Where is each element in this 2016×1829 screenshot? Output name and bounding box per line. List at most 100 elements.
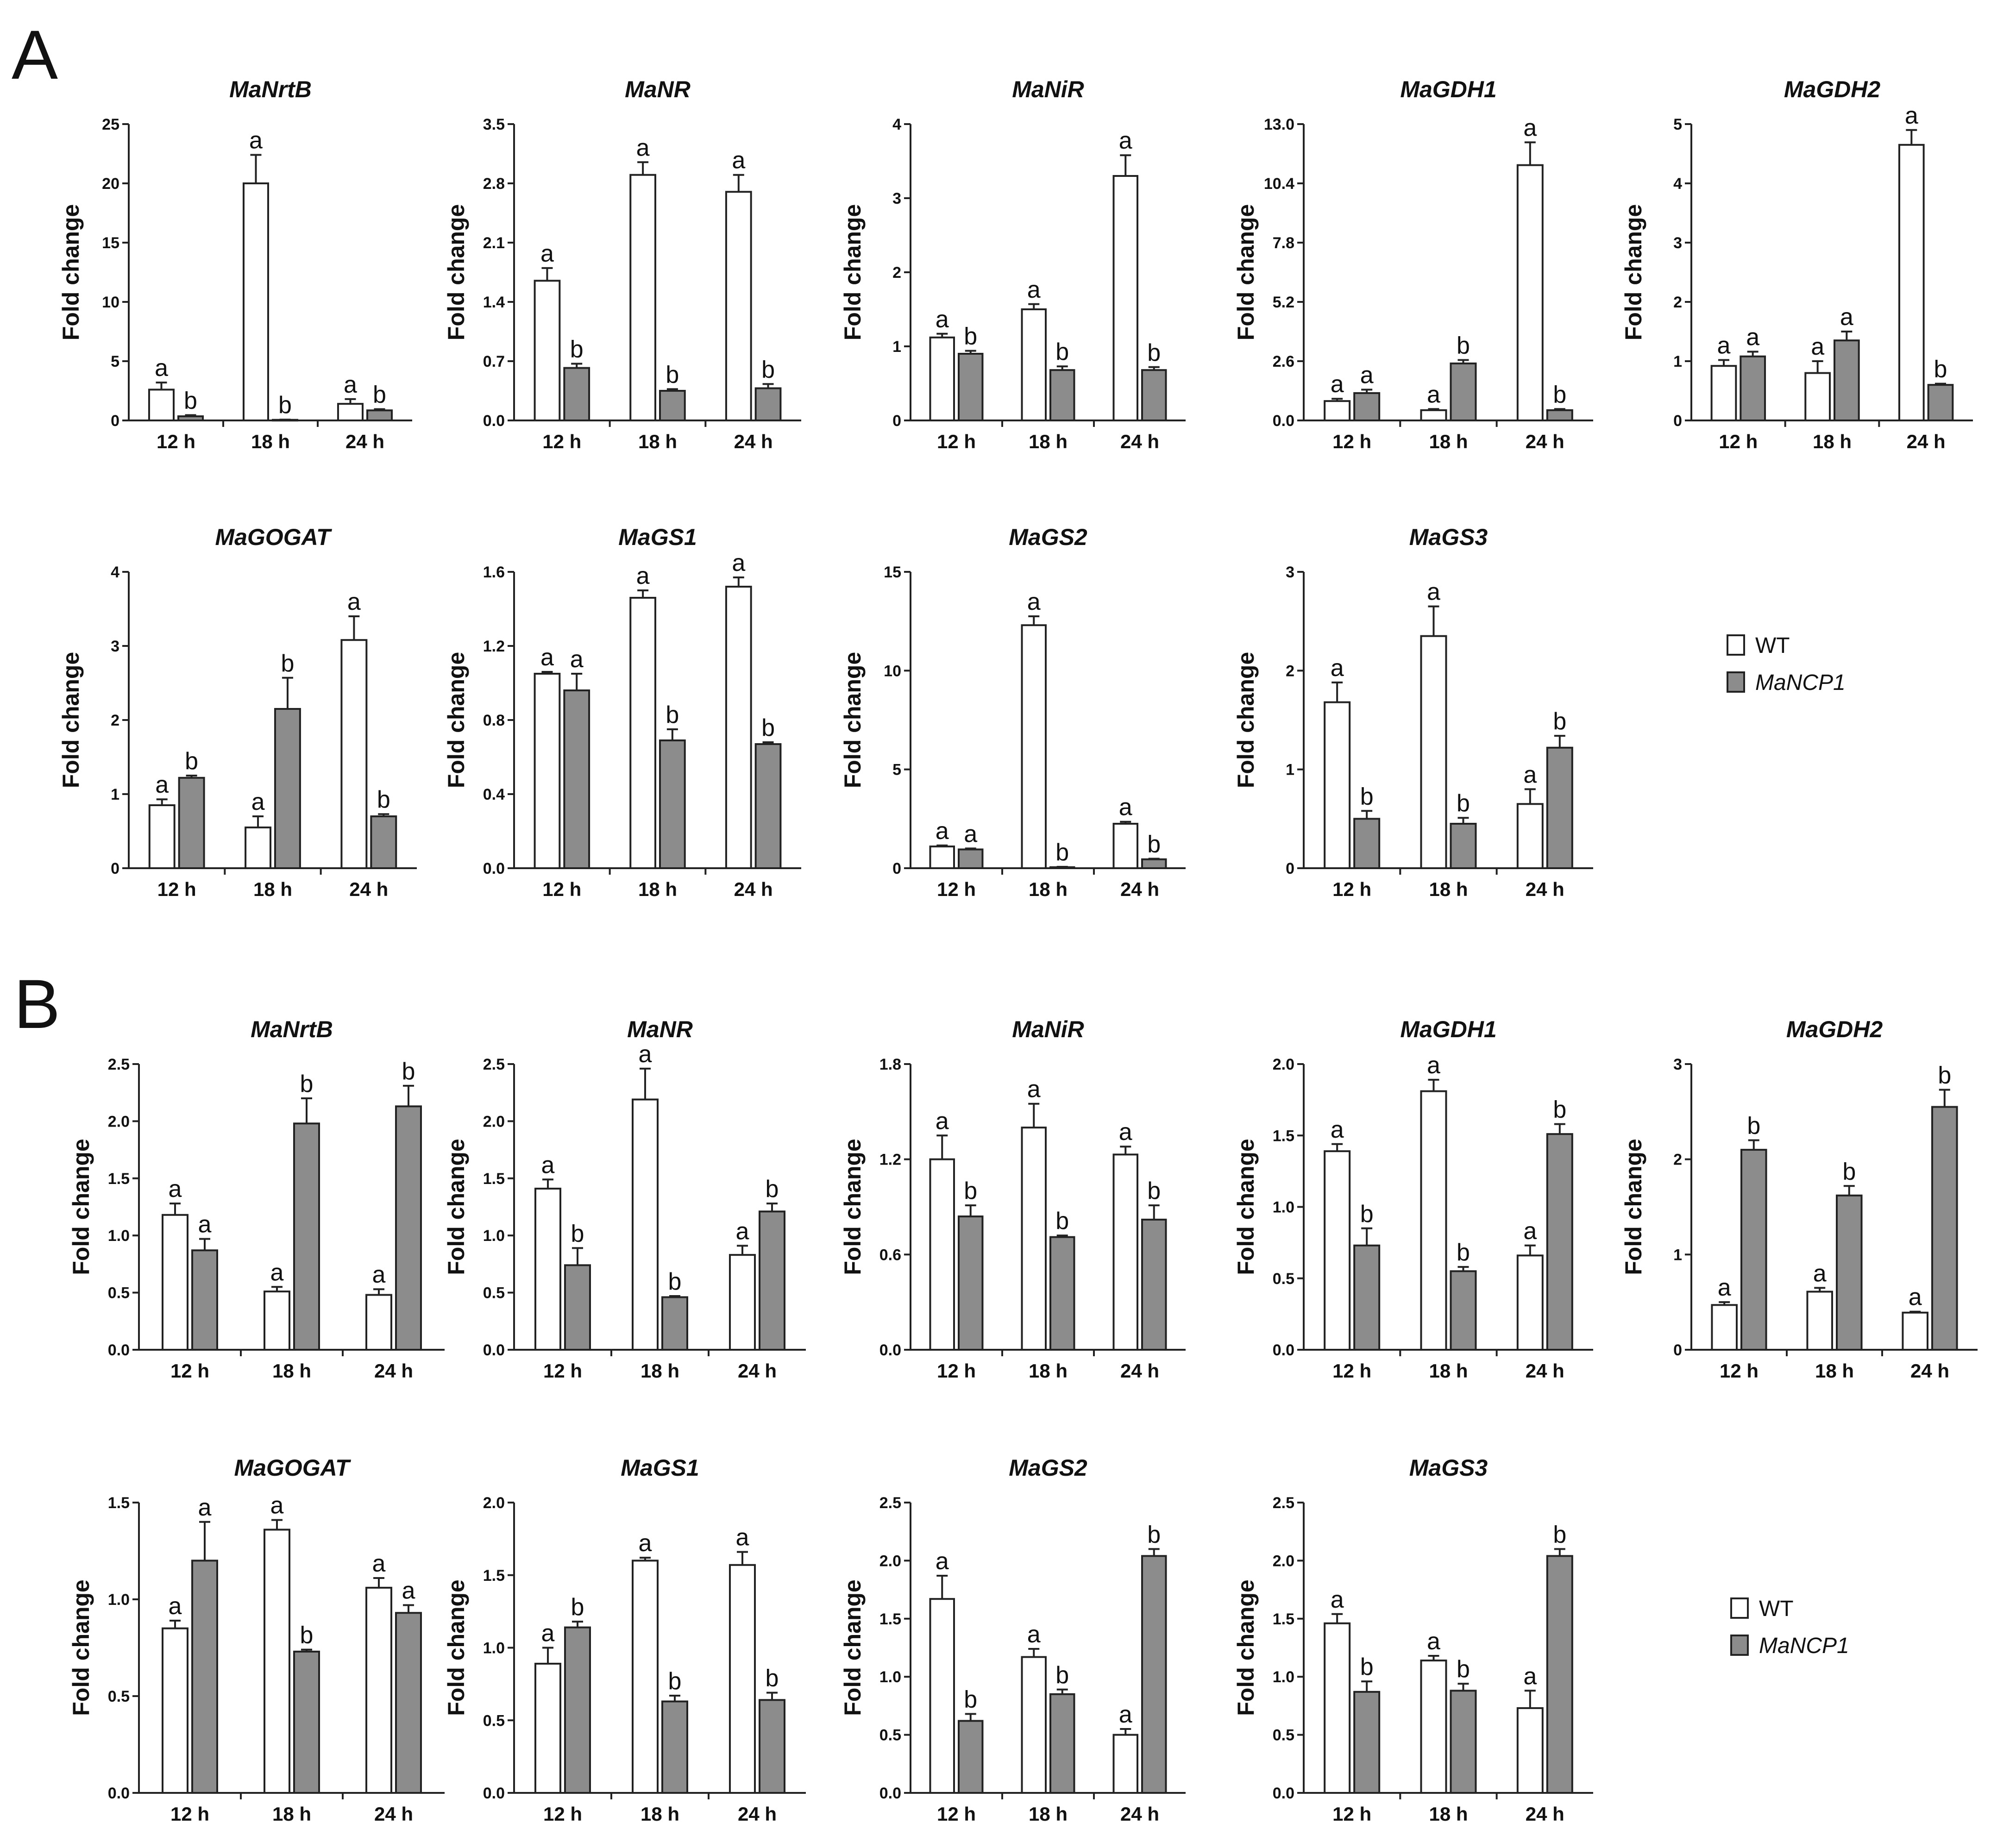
significance-letter: a xyxy=(1909,1284,1922,1311)
bar-mancp1 xyxy=(1141,1555,1167,1794)
significance-letter: a xyxy=(540,644,554,671)
chart-title: MaNiR xyxy=(1012,1016,1084,1042)
y-tick-label: 1.5 xyxy=(483,1170,505,1188)
significance-letter: a xyxy=(1427,1628,1440,1655)
significance-letter: a xyxy=(732,550,745,576)
significance-letter: b xyxy=(1147,1178,1161,1204)
legend-label-wt: WT xyxy=(1755,633,1790,658)
x-tick-label: 24 h xyxy=(738,1803,777,1825)
bar-mancp1 xyxy=(1740,355,1766,422)
significance-letter: b xyxy=(1055,338,1069,365)
bar-wt xyxy=(337,403,364,421)
x-tick-label: 12 h xyxy=(1719,431,1758,452)
y-tick-label: 5.2 xyxy=(1273,294,1294,311)
x-tick-label: 24 h xyxy=(349,878,388,900)
legend-swatch-wt xyxy=(1730,1597,1749,1619)
y-tick-label: 2.6 xyxy=(1273,353,1294,370)
bar-wt xyxy=(1420,1660,1447,1794)
y-tick-label: 0.0 xyxy=(879,1341,901,1359)
bar-mancp1 xyxy=(293,1650,320,1794)
bar-wt xyxy=(1324,701,1351,869)
y-tick-label: 0.8 xyxy=(483,712,505,729)
chart-b-magdh2: MaGDH2 Fold change 0 1 2 3 12 h a b 18 h a b 24 h a b xyxy=(1620,1016,1978,1382)
x-tick-label: 18 h xyxy=(1029,878,1068,900)
bar-wt xyxy=(1516,1707,1544,1794)
significance-letter: b xyxy=(300,1071,314,1097)
y-tick-label: 2.0 xyxy=(108,1113,130,1130)
chart-title: MaGDH2 xyxy=(1786,1016,1883,1042)
x-tick-label: 18 h xyxy=(1429,1803,1468,1825)
y-tick-label: 4 xyxy=(1673,175,1682,193)
x-tick-label: 12 h xyxy=(543,1360,582,1382)
y-tick-label: 2.0 xyxy=(483,1494,505,1512)
x-tick-label: 12 h xyxy=(1332,1803,1371,1825)
bar-wt xyxy=(365,1294,392,1351)
bar-mancp1 xyxy=(1546,746,1573,869)
bar-mancp1 xyxy=(564,1264,591,1351)
significance-letter: a xyxy=(1027,1621,1041,1648)
y-tick-label: 1 xyxy=(1286,761,1294,779)
y-tick-label: 0.0 xyxy=(483,1785,505,1802)
significance-letter: a xyxy=(1027,1076,1041,1103)
y-axis-label: Fold change xyxy=(58,204,84,340)
x-tick-label: 12 h xyxy=(542,431,581,452)
significance-letter: b xyxy=(1147,831,1161,858)
x-tick-label: 12 h xyxy=(542,878,581,900)
significance-letter: b xyxy=(1360,1201,1374,1228)
chart-title: MaGS1 xyxy=(621,1455,699,1481)
bar-wt xyxy=(1324,1150,1351,1351)
y-tick-label: 7.8 xyxy=(1273,234,1294,252)
bar-mancp1 xyxy=(1049,1236,1075,1351)
x-tick-label: 12 h xyxy=(937,1803,976,1825)
bar-wt xyxy=(1420,635,1447,869)
bar-wt xyxy=(1804,372,1831,421)
y-tick-label: 0 xyxy=(1673,412,1682,430)
bar-mancp1 xyxy=(661,1700,688,1794)
y-axis-label: Fold change xyxy=(840,1579,866,1716)
y-axis-label: Fold change xyxy=(840,652,866,788)
y-tick-label: 15 xyxy=(102,234,119,252)
bar-wt xyxy=(1711,1304,1738,1351)
x-tick-label: 24 h xyxy=(1526,431,1564,452)
y-tick-label: 0.5 xyxy=(1273,1270,1294,1288)
y-tick-label: 0.4 xyxy=(483,786,505,803)
significance-letter: a xyxy=(736,1218,749,1245)
y-tick-label: 2.0 xyxy=(1273,1552,1294,1570)
significance-letter: a xyxy=(636,563,650,589)
bar-wt xyxy=(1516,164,1544,422)
significance-letter: a xyxy=(402,1578,415,1604)
chart-title: MaGS3 xyxy=(1409,1455,1488,1481)
x-tick-label: 24 h xyxy=(1526,878,1564,900)
significance-letter: a xyxy=(1027,589,1041,615)
bar-wt xyxy=(1420,409,1447,421)
significance-letter: a xyxy=(936,1108,949,1134)
bar-wt xyxy=(1324,1622,1351,1794)
legend-label-wt: WT xyxy=(1759,1597,1794,1621)
legend-swatch-wt xyxy=(1727,634,1745,656)
significance-letter: a xyxy=(1523,1663,1537,1690)
significance-letter: a xyxy=(1840,304,1853,331)
significance-letter: b xyxy=(964,1178,977,1204)
bar-wt xyxy=(245,827,271,869)
y-axis-label: Fold change xyxy=(1620,1139,1646,1275)
y-axis-label: Fold change xyxy=(1233,1579,1259,1716)
x-tick-label: 12 h xyxy=(937,1360,976,1382)
bar-wt xyxy=(365,1586,392,1794)
y-tick-label: 1.8 xyxy=(879,1056,901,1073)
y-axis-label: Fold change xyxy=(443,1579,469,1716)
x-tick-label: 12 h xyxy=(157,431,195,452)
x-tick-label: 24 h xyxy=(1120,1803,1159,1825)
bar-wt xyxy=(632,1560,659,1794)
bar-wt xyxy=(729,1564,756,1794)
bar-mancp1 xyxy=(958,1215,984,1351)
y-tick-label: 0 xyxy=(1673,1341,1682,1359)
significance-letter: a xyxy=(1717,332,1731,359)
significance-letter: b xyxy=(1934,356,1947,383)
significance-letter: a xyxy=(1718,1274,1731,1301)
significance-letter: a xyxy=(1331,371,1344,398)
bar-mancp1 xyxy=(191,1560,218,1794)
chart-title: MaNR xyxy=(627,1016,693,1042)
